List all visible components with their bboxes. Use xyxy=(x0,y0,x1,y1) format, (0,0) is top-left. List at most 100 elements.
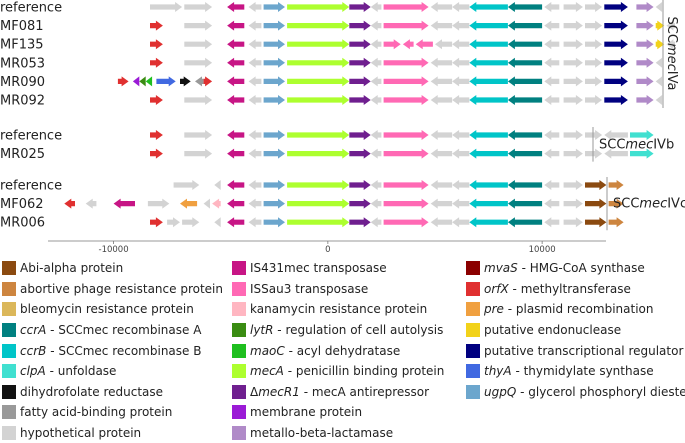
legend-label: Abi-alpha protein xyxy=(20,261,124,276)
gene-arrow-mecA xyxy=(287,198,350,209)
gene-arrow-hyp xyxy=(182,217,200,228)
row-label: MR053 xyxy=(0,56,45,71)
gene-arrow-abi xyxy=(585,198,607,209)
gene-arrow-hyp xyxy=(563,217,583,228)
gene-arrow-mecA xyxy=(287,95,350,105)
legend-item-mvaS: mvaS - HMG-CoA synthase xyxy=(466,258,685,279)
gene-arrow-hyp xyxy=(430,198,453,209)
legend-label: IS431mec transposase xyxy=(250,261,387,276)
gene-rows: reference MF081 MF135 MR053 MR090 MR092 refere… xyxy=(0,1,675,231)
gene-arrow-hyp xyxy=(452,76,470,87)
legend-item-ugpQ: ugpQ - glycerol phosphoryl diester xyxy=(466,382,685,403)
gene-arrow-hyp xyxy=(544,217,560,228)
gene-arrow-hyp xyxy=(544,180,560,190)
gene-arrow-is431 xyxy=(227,95,245,105)
gene-arrow-orfX xyxy=(150,20,163,31)
legend-swatch xyxy=(232,384,246,399)
legend-label: ΔmecR1 - mecA antirepressor xyxy=(250,384,430,399)
gene-arrow-hyp xyxy=(452,57,470,68)
gene-arrow-ccrA xyxy=(507,39,543,50)
gene-arrow-endonuclease xyxy=(655,20,665,31)
gene-arrow-lytR xyxy=(139,76,146,87)
x-axis: -10000 0 10000 xyxy=(48,240,606,255)
gene-arrow-mbl xyxy=(636,76,654,87)
gene-arrow-mbl xyxy=(636,20,654,31)
legend-swatch xyxy=(232,426,246,441)
gene-arrow-hyp xyxy=(214,180,221,190)
gene-arrow-ccrB xyxy=(469,180,508,190)
gene-arrow-hyp xyxy=(666,39,675,50)
gene-arrow-abortive xyxy=(608,180,624,190)
gene-arrow-hyp xyxy=(248,39,262,50)
legend-item-mecR1: ΔmecR1 - mecA antirepressor xyxy=(232,382,444,403)
legend-item-clpA: clpA - unfoldase xyxy=(2,361,223,382)
legend-label: pre - plasmid recombination xyxy=(484,302,654,317)
legend-swatch xyxy=(2,343,16,358)
legend-column-1: Abi-alpha protein abortive phage resistan… xyxy=(2,258,223,443)
gene-arrow-hyp xyxy=(655,2,663,12)
row-mf135: MF135 xyxy=(0,38,675,53)
gene-arrow-hyp xyxy=(184,20,213,31)
legend-swatch xyxy=(2,302,16,317)
axis-tick-label: -10000 xyxy=(99,245,129,255)
gene-arrow-hyp xyxy=(430,180,453,190)
gene-arrow-issau3 xyxy=(383,76,429,87)
legend-item-endonuclease: putative endonuclease xyxy=(466,320,685,341)
gene-arrow-ccrA xyxy=(507,217,543,228)
gene-arrow-ccrB xyxy=(469,76,508,87)
legend-column-2: IS431mec transposase ISSau3 transposase ka… xyxy=(232,258,444,443)
row-reference: reference xyxy=(0,179,624,194)
gene-arrow-hyp xyxy=(655,57,663,68)
gene-map-figure: reference MF081 MF135 MR053 MR090 MR092 refere… xyxy=(0,0,685,255)
gene-arrow-thyA xyxy=(156,76,176,87)
gene-arrow-hyp xyxy=(248,198,262,209)
group-label: SCCmecIVa xyxy=(665,17,680,91)
gene-arrow-hyp xyxy=(655,76,663,87)
gene-arrow-regulator xyxy=(604,76,628,87)
gene-arrow-abi xyxy=(585,180,607,190)
gene-arrow-orfX xyxy=(150,148,163,159)
legend-item-orfX: orfX - methyltransferase xyxy=(466,279,685,300)
gene-arrow-is431 xyxy=(113,198,135,209)
gene-arrow-ccrA xyxy=(507,20,543,31)
gene-arrow-mecR1 xyxy=(349,130,371,140)
gene-arrow-hyp xyxy=(585,130,603,140)
gene-arrow-pre xyxy=(180,198,198,209)
gene-arrow-hyp xyxy=(430,148,453,159)
row-label: MR090 xyxy=(0,75,45,90)
group-label: SCCmecIVb xyxy=(599,137,674,152)
gene-arrow-clpA xyxy=(630,130,654,140)
gene-arrow-hyp xyxy=(563,130,583,140)
gene-arrow-issau3 xyxy=(383,180,429,190)
gene-arrow-hyp xyxy=(452,130,470,140)
gene-arrow-hyp xyxy=(585,2,603,12)
gene-arrow-mecA xyxy=(287,130,350,140)
gene-arrow-mecA xyxy=(287,217,350,228)
gene-arrow-hyp xyxy=(544,130,560,140)
gene-arrow-is431 xyxy=(227,20,245,31)
gene-arrow-hyp xyxy=(248,130,262,140)
gene-arrow-mecA xyxy=(287,76,350,87)
legend-column-3: mvaS - HMG-CoA synthase orfX - methyltran… xyxy=(466,258,685,402)
legend-label: clpA - unfoldase xyxy=(20,364,117,379)
gene-arrow-abi xyxy=(585,217,607,228)
gene-arrow-is431 xyxy=(227,198,245,209)
gene-arrow-hyp xyxy=(563,2,583,12)
axis-tick-label: 0 xyxy=(325,245,330,255)
gene-arrow-hyp xyxy=(430,2,453,12)
gene-arrow-hyp xyxy=(167,217,180,228)
gene-arrow-hyp xyxy=(585,148,603,159)
row-label: MR092 xyxy=(0,94,45,109)
legend-label: kanamycin resistance protein xyxy=(250,302,428,317)
legend-swatch xyxy=(466,261,480,276)
gene-arrow-endonuclease xyxy=(655,39,665,50)
gene-arrow-ccrA xyxy=(507,57,543,68)
gene-arrow-abortive xyxy=(608,198,624,209)
gene-arrow-hyp xyxy=(585,39,603,50)
gene-arrow-ccrA xyxy=(507,148,543,159)
gene-arrow-hyp xyxy=(430,95,453,105)
row-mf062: MF062 xyxy=(0,197,624,212)
row-label: MF135 xyxy=(0,38,44,53)
gene-arrow-ccrA xyxy=(507,2,543,12)
gene-arrow-hyp xyxy=(563,76,583,87)
